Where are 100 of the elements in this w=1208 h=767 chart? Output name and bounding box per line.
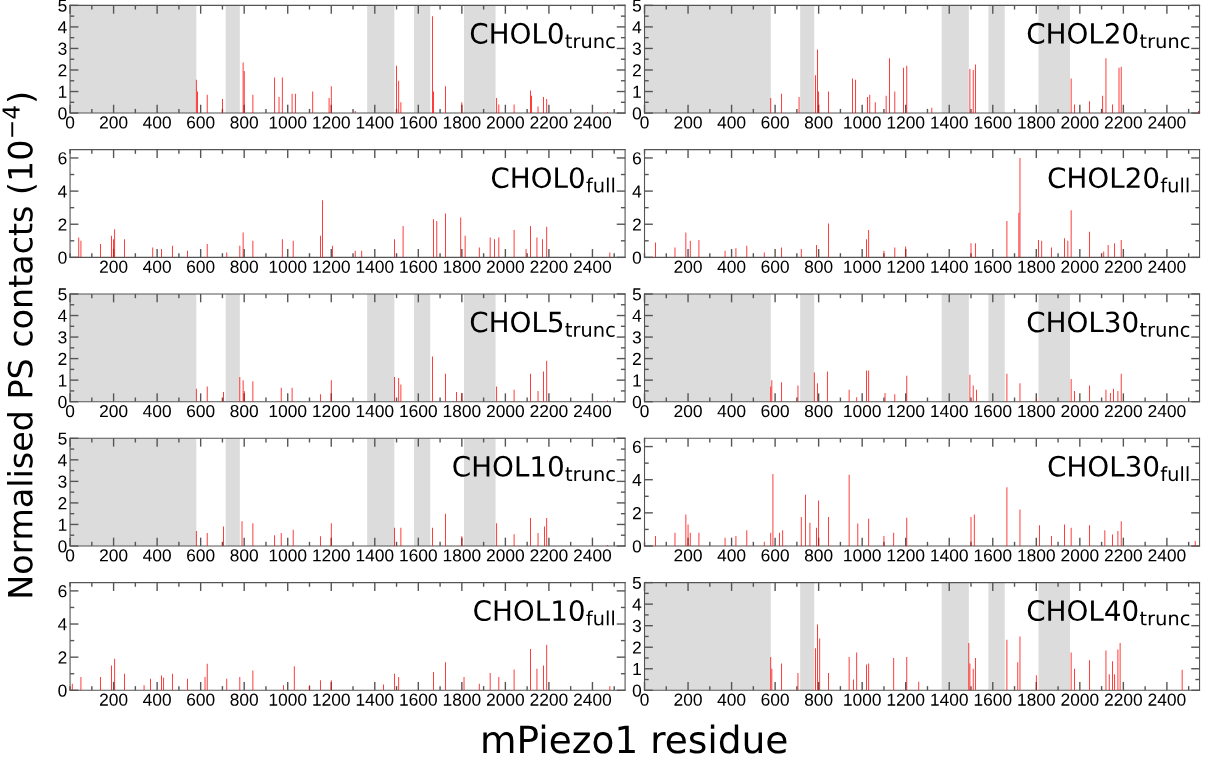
x-tick-label: 1800 [1018, 549, 1055, 562]
x-tick-label: 2000 [1061, 116, 1099, 129]
x-tick-label: 1400 [356, 116, 394, 129]
y-tick-label: 3 [632, 619, 641, 633]
x-tick-label: 800 [804, 116, 833, 129]
x-tick-label: 1600 [400, 116, 437, 129]
y-tick-label: 2 [632, 507, 641, 520]
x-tick-label: 2200 [1104, 693, 1142, 706]
y-tick-label: 4 [632, 185, 642, 198]
x-tick-label: 400 [143, 693, 171, 706]
x-tick-label: 1000 [844, 260, 881, 273]
x-tick-label: 2200 [530, 693, 568, 706]
x-tick-label: 1400 [356, 404, 394, 418]
x-tick-label: 2200 [1104, 404, 1142, 418]
x-tick-label: 2200 [1104, 260, 1142, 273]
text: CHOL0$_{full}$ [491, 167, 615, 193]
x-tick-label: 1400 [931, 404, 968, 418]
x-tick-label: 1600 [400, 549, 437, 562]
x-tick-label: 1000 [844, 116, 881, 129]
x-tick-label: 1800 [443, 693, 481, 706]
x-tick-label: 1400 [931, 116, 968, 129]
x-tick-label: 600 [187, 260, 215, 273]
text: CHOL20$_{full}$ [1048, 167, 1189, 193]
x-tick-label: 1600 [400, 404, 437, 418]
x-tick-label: 2400 [1148, 693, 1186, 706]
y-tick-label: 3 [58, 331, 67, 344]
y-tick-label: 2 [632, 641, 641, 654]
y-tick-label: 4 [58, 185, 67, 198]
x-tick-label: 600 [761, 116, 789, 129]
x-tick-label: 200 [99, 693, 128, 706]
x-tick-label: 600 [761, 404, 789, 418]
x-tick-label: 1200 [887, 116, 925, 129]
y-tick-label: 6 [632, 440, 641, 454]
y-tick-label: 1 [58, 518, 67, 531]
x-tick-label: 600 [761, 549, 789, 562]
x-tick-label: 1800 [1018, 260, 1055, 273]
x-tick-label: 1400 [356, 260, 394, 273]
x-tick-label: 200 [99, 116, 128, 129]
x-tick-label: 1600 [974, 404, 1012, 418]
y-tick-label: 0 [632, 684, 642, 697]
y-tick-label: 0 [58, 395, 67, 409]
x-tick-label: 2400 [574, 116, 612, 129]
y-tick-label: 4 [58, 309, 67, 322]
x-tick-label: 200 [99, 260, 128, 273]
x-tick-label: 2000 [486, 693, 525, 706]
x-tick-label: 2000 [1061, 404, 1099, 418]
x-tick-label: 1800 [1018, 693, 1055, 706]
x-tick-label: 1000 [844, 549, 881, 562]
x-tick-label: 2400 [1148, 260, 1186, 273]
y-tick-label: 4 [632, 309, 642, 322]
y-tick-label: 2 [58, 497, 67, 510]
x-tick-label: 1800 [1018, 404, 1055, 418]
y-tick-label: 2 [58, 218, 67, 231]
x-tick-label: 200 [674, 549, 702, 562]
y-tick-label: 2 [58, 64, 67, 77]
y-tick-label: 4 [632, 21, 642, 34]
x-tick-label: 2200 [1104, 549, 1142, 562]
x-tick-label: 1600 [974, 693, 1012, 706]
x-tick-label: 2400 [574, 260, 612, 273]
x-tick-label: 2200 [530, 549, 568, 562]
x-tick-label: 600 [187, 404, 215, 418]
x-tick-label: 1800 [443, 260, 481, 273]
x-tick-label: 1400 [931, 549, 968, 562]
x-tick-label: 800 [230, 404, 258, 418]
x-tick-label: 1200 [887, 549, 925, 562]
y-tick-label: 1 [633, 663, 641, 676]
x-tick-label: 600 [761, 260, 789, 273]
y-tick-label: 4 [58, 618, 67, 631]
x-tick-label: 1200 [313, 116, 350, 129]
x-tick-label: 1600 [400, 260, 437, 273]
x-tick-label: 1400 [356, 549, 394, 562]
x-tick-label: 600 [187, 693, 215, 706]
x-tick-label: 1600 [974, 260, 1012, 273]
x-tick-label: 1400 [356, 693, 394, 706]
y-tick-label: 5 [58, 432, 67, 445]
y-tick-label: 0 [58, 540, 67, 553]
x-tick-label: 200 [674, 404, 702, 418]
x-tick-label: 2000 [1061, 693, 1099, 706]
x-axis-title: mPiezo1 residue [483, 724, 787, 754]
x-tick-label: 2400 [574, 693, 612, 706]
x-tick-label: 1000 [844, 404, 881, 418]
x-tick-label: 600 [187, 549, 215, 562]
x-tick-label: 800 [804, 260, 833, 273]
x-tick-label: 400 [717, 549, 746, 562]
y-tick-label: 1 [58, 374, 67, 387]
x-tick-label: 800 [230, 693, 258, 706]
x-tick-label: 2000 [486, 549, 525, 562]
text: CHOL40$_{trunc}$ [1027, 600, 1190, 626]
x-tick-label: 200 [99, 549, 128, 562]
x-tick-label: 2200 [530, 404, 568, 418]
x-tick-label: 1000 [269, 693, 307, 706]
x-tick-label: 2400 [1148, 116, 1186, 129]
y-tick-label: 6 [58, 152, 67, 165]
text: CHOL30$_{full}$ [1048, 455, 1189, 482]
y-tick-label: 4 [58, 21, 67, 34]
x-tick-label: 2000 [486, 260, 525, 273]
y-tick-label: 0 [632, 540, 642, 553]
x-tick-label: 200 [674, 693, 702, 706]
y-tick-label: 5 [632, 288, 642, 301]
y-tick-label: 3 [632, 42, 641, 55]
